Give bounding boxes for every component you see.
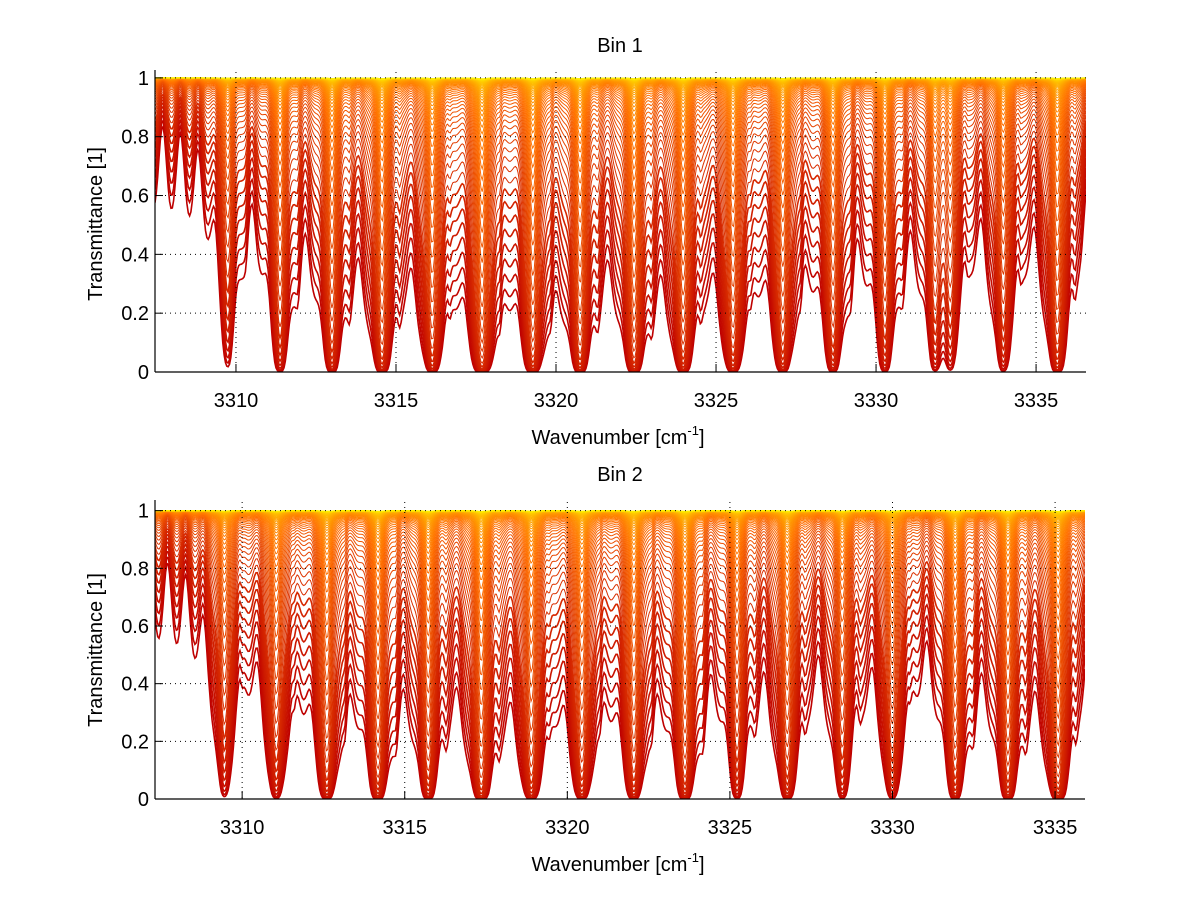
spectrum-series-13: [155, 87, 1086, 345]
x-axis-label-end: ]: [699, 427, 705, 449]
x-tick-label: 3315: [374, 390, 419, 412]
spectrum-series-24: [155, 79, 1086, 192]
x-tick-label: 3325: [694, 390, 739, 412]
axes: 0 0.2 0.4 0.6 0.8 1 3310 3315 3320 3325 3330 3335: [121, 500, 1085, 839]
x-axis-label-superscript: -1: [687, 423, 699, 438]
spectrum-series-20: [155, 514, 1085, 661]
y-tick-label: 0: [138, 362, 149, 384]
spectrum-series-21: [155, 513, 1085, 647]
y-tick-label: 0.2: [121, 303, 149, 325]
spectrum-series-19: [155, 81, 1086, 263]
spectrum-series-30: [155, 78, 1086, 135]
spectrum-series-23: [155, 79, 1086, 205]
spectrum-series-19: [155, 514, 1085, 676]
spectrum-series-28: [155, 78, 1086, 151]
spectrum-series-27: [155, 78, 1086, 161]
spectrum-series-16: [155, 517, 1085, 720]
x-tick-label: 3320: [545, 817, 590, 839]
spectrum-series-15: [155, 518, 1085, 734]
x-tick-label: 3310: [214, 390, 259, 412]
x-tick-label: 3330: [870, 817, 915, 839]
plot-area: [155, 77, 1086, 372]
y-tick-label: 0.2: [121, 731, 149, 753]
spectrum-series-25: [155, 512, 1085, 599]
y-tick-label: 0.8: [121, 127, 149, 149]
y-tick-label: 0.4: [121, 674, 149, 696]
spectrum-series-7: [155, 533, 1085, 797]
axes: 0 0.2 0.4 0.6 0.8 1 3310 3315 3320 3325 3330 3335: [121, 68, 1086, 412]
spectrum-series-26: [155, 511, 1085, 590]
spectrum-series-28: [155, 511, 1085, 573]
spectrum-series-2: [155, 556, 1085, 799]
spectrum-series-6: [155, 537, 1085, 799]
y-tick-label: 0.8: [121, 558, 149, 580]
spectrum-series-9: [155, 93, 1086, 368]
spectrum-series-21: [155, 80, 1086, 233]
spectrum-series-18: [155, 515, 1085, 691]
spectrum-series-14: [155, 85, 1086, 335]
spectrum-series-12: [155, 522, 1085, 770]
spectrum-series-15: [155, 84, 1086, 321]
spectrum-series-26: [155, 79, 1086, 171]
y-axis-label: Transmittance [1]: [85, 573, 107, 727]
spectrum-series-23: [155, 512, 1085, 622]
chart-title: Bin 2: [597, 464, 643, 486]
spectrum-series-27: [155, 511, 1085, 581]
spectrum-series-25: [155, 79, 1086, 182]
spectrum-series-11: [155, 90, 1086, 360]
y-tick-label: 1: [138, 68, 149, 90]
subplot-bin-1: Bin 1 0 0.2 0.4 0.6 0.8 1 3310 3315 3320 3325 3330…: [85, 35, 1086, 449]
spectrum-series-9: [155, 528, 1085, 791]
spectrum-series-24: [155, 512, 1085, 610]
chart-title: Bin 1: [597, 35, 643, 57]
x-axis-label-text: Wavenumber [cm: [531, 427, 687, 449]
spectrum-series-3: [155, 550, 1085, 799]
spectrum-series-8: [155, 530, 1085, 795]
spectrum-series-32: [155, 78, 1086, 123]
spectrum-series-22: [155, 513, 1085, 634]
spectrum-series-13: [155, 520, 1085, 759]
spectrum-series-17: [155, 516, 1085, 706]
x-tick-label: 3315: [382, 817, 427, 839]
x-axis-label: Wavenumber [cm-1]: [531, 850, 704, 876]
spectrum-series-11: [155, 524, 1085, 778]
plot-area: [155, 510, 1085, 799]
x-tick-label: 3310: [220, 817, 265, 839]
spectrum-series-22: [155, 80, 1086, 219]
subplot-bin-2: Bin 2 0 0.2 0.4 0.6 0.8 1 3310 3315 3320 3325 3330…: [85, 464, 1085, 876]
x-tick-label: 3330: [854, 390, 899, 412]
spectrum-series-16: [155, 83, 1086, 308]
spectrum-series-31: [155, 78, 1086, 129]
spectrum-series-17: [155, 82, 1086, 293]
spectrum-series-20: [155, 80, 1086, 248]
x-axis-label-end: ]: [699, 854, 705, 876]
x-tick-label: 3335: [1033, 817, 1078, 839]
x-tick-label: 3335: [1014, 390, 1059, 412]
x-axis-label: Wavenumber [cm-1]: [531, 423, 704, 449]
spectrum-series-5: [155, 541, 1085, 799]
x-tick-label: 3325: [708, 817, 753, 839]
spectrum-series-10: [155, 526, 1085, 785]
x-tick-label: 3320: [534, 390, 579, 412]
x-axis-label-superscript: -1: [687, 850, 699, 865]
x-axis-label-text: Wavenumber [cm: [531, 854, 687, 876]
spectrum-series-29: [155, 78, 1086, 143]
y-axis-label: Transmittance [1]: [85, 147, 107, 301]
spectrum-series-1: [155, 562, 1085, 799]
y-tick-label: 0.6: [121, 616, 149, 638]
spectrum-series-18: [155, 82, 1086, 278]
y-tick-label: 0.4: [121, 244, 149, 266]
y-tick-label: 0.6: [121, 186, 149, 208]
y-tick-label: 1: [138, 501, 149, 523]
spectrum-series-10: [155, 91, 1086, 365]
y-tick-label: 0: [138, 789, 149, 811]
